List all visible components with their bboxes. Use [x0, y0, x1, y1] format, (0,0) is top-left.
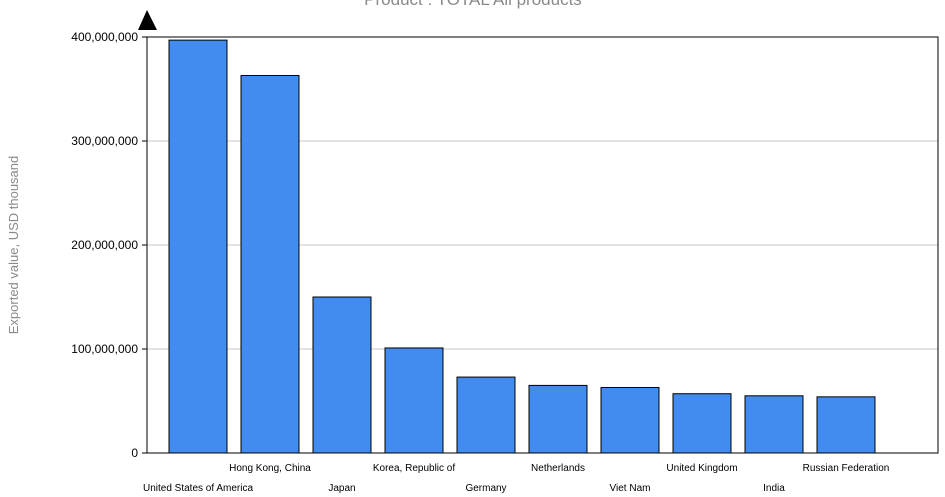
- chart-title: Product : TOTAL All products: [364, 0, 582, 9]
- x-tick-label: Hong Kong, China: [229, 463, 311, 474]
- bar: [456, 376, 516, 454]
- bar: [240, 74, 300, 454]
- axis-arrow-icon: [138, 10, 157, 30]
- plot-area-frame: [146, 36, 939, 454]
- y-tick-label: 200,000,000: [71, 238, 138, 252]
- x-tick-label: Netherlands: [531, 463, 585, 474]
- bar: [816, 396, 876, 454]
- x-axis-labels: United States of America Hong Kong, China…: [143, 463, 889, 494]
- x-tick-label: Germany: [465, 483, 506, 494]
- y-tick-label: 0: [131, 446, 138, 460]
- x-tick-label: Japan: [328, 483, 355, 494]
- y-tick-label: 100,000,000: [71, 342, 138, 356]
- x-tick-label: United States of America: [143, 483, 253, 494]
- bars: [168, 39, 876, 454]
- x-tick-label: India: [763, 483, 785, 494]
- x-tick-label: Viet Nam: [610, 483, 651, 494]
- bar: [312, 296, 372, 454]
- y-tick-label: 400,000,000: [71, 30, 138, 44]
- y-axis-ticks: 0 100,000,000 200,000,000 300,000,000 400,00…: [71, 30, 147, 460]
- bar: [744, 395, 804, 454]
- bar: [168, 39, 228, 454]
- y-tick-label: 300,000,000: [71, 134, 138, 148]
- bar: [384, 347, 444, 454]
- x-tick-label: Russian Federation: [803, 463, 890, 474]
- bar: [600, 386, 660, 454]
- bar: [528, 384, 588, 454]
- y-axis-label: Exported value, USD thousand: [6, 156, 21, 335]
- x-tick-label: Korea, Republic of: [373, 463, 455, 474]
- bar: [672, 393, 732, 454]
- x-tick-label: United Kingdom: [666, 463, 737, 474]
